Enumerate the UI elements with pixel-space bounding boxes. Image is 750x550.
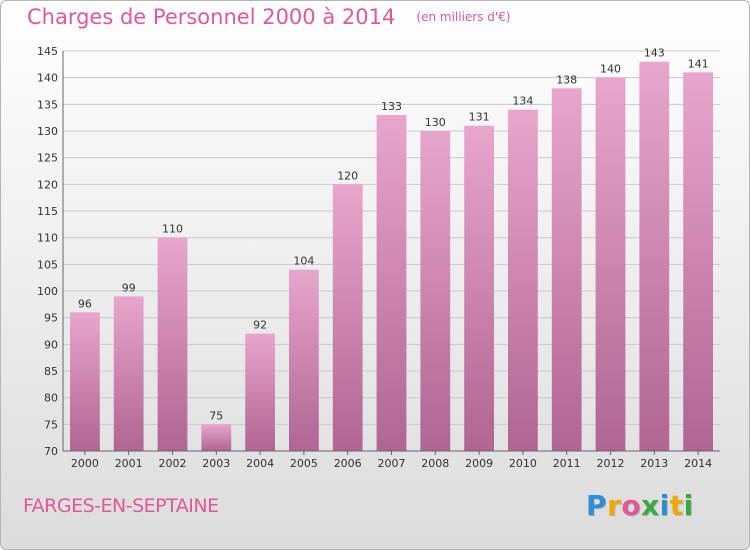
x-tick-label: 2011 — [553, 457, 581, 470]
y-tick-label: 120 — [37, 178, 58, 191]
bar — [551, 88, 582, 451]
brand-letter: o — [621, 489, 642, 522]
axis-layer: 70 75 80 85 90 95 100 105 110 115 120 125 130 135 140 1… — [37, 45, 720, 470]
labels-layer: 96 99 110 75 92 104 120 133 130 131 134 138 140 143 14… — [78, 47, 709, 423]
x-tick-label: 2014 — [684, 457, 712, 470]
data-label: 99 — [122, 281, 136, 294]
brand-letter: t — [669, 489, 684, 522]
y-tick-label: 130 — [37, 125, 58, 138]
data-label: 141 — [688, 57, 709, 70]
y-tick-label: 90 — [44, 338, 58, 351]
y-tick-label: 135 — [37, 98, 58, 111]
brand-letter: x — [641, 489, 660, 522]
x-tick-label: 2006 — [334, 457, 362, 470]
x-tick-label: 2003 — [202, 457, 230, 470]
bar — [420, 131, 451, 451]
brand-letter: P — [586, 489, 608, 522]
data-label: 131 — [469, 111, 490, 124]
bar — [113, 296, 144, 451]
data-label: 138 — [556, 73, 577, 86]
chart-subtitle: (en milliers d'€) — [416, 10, 511, 24]
bar — [683, 72, 713, 451]
brand-logo: Proxiti — [586, 489, 694, 522]
bar — [289, 269, 319, 451]
x-tick-label: 2008 — [421, 457, 449, 470]
y-tick-label: 110 — [37, 232, 58, 245]
x-tick-label: 2010 — [509, 457, 537, 470]
y-tick-label: 80 — [44, 392, 58, 405]
bar — [70, 312, 100, 451]
bars-layer — [70, 61, 713, 452]
brand-letter: r — [607, 489, 622, 522]
y-tick-label: 145 — [37, 45, 58, 58]
x-tick-label: 2007 — [378, 457, 406, 470]
y-tick-label: 140 — [37, 72, 58, 85]
y-tick-label: 115 — [37, 205, 58, 218]
place-name: FARGES-EN-SEPTAINE — [23, 495, 219, 517]
data-label: 104 — [293, 255, 314, 268]
bar — [508, 109, 538, 452]
y-tick-label: 95 — [44, 312, 58, 325]
x-tick-label: 2002 — [159, 457, 187, 470]
title-row: Charges de Personnel 2000 à 2014 (en mil… — [27, 5, 511, 29]
data-label: 143 — [644, 47, 665, 60]
data-label: 130 — [425, 116, 446, 129]
x-tick-label: 2005 — [290, 457, 318, 470]
chart-title: Charges de Personnel 2000 à 2014 — [27, 5, 396, 29]
bar — [376, 115, 407, 451]
data-label: 140 — [600, 63, 621, 76]
x-tick-label: 2001 — [115, 457, 143, 470]
bar — [595, 77, 626, 452]
data-label: 133 — [381, 100, 402, 113]
brand-letter: i — [683, 489, 694, 522]
data-label: 96 — [78, 297, 92, 310]
data-label: 75 — [209, 409, 223, 422]
y-tick-label: 75 — [44, 418, 58, 431]
data-label: 92 — [253, 319, 267, 332]
bar — [639, 61, 670, 452]
bar — [201, 424, 232, 451]
y-tick-label: 125 — [37, 152, 58, 165]
bar — [464, 125, 494, 452]
x-tick-label: 2013 — [640, 457, 668, 470]
y-tick-label: 70 — [44, 445, 58, 458]
bar — [245, 333, 275, 451]
x-tick-label: 2012 — [597, 457, 625, 470]
data-label: 120 — [337, 169, 358, 182]
data-label: 134 — [512, 95, 533, 108]
x-tick-label: 2000 — [71, 457, 99, 470]
data-label: 110 — [162, 223, 183, 236]
bar — [157, 237, 188, 451]
x-tick-label: 2004 — [246, 457, 274, 470]
y-tick-label: 100 — [37, 285, 58, 298]
x-tick-label: 2009 — [465, 457, 493, 470]
y-tick-label: 85 — [44, 365, 58, 378]
brand-letter: i — [659, 489, 670, 522]
bar — [332, 184, 363, 452]
y-tick-label: 105 — [37, 258, 58, 271]
